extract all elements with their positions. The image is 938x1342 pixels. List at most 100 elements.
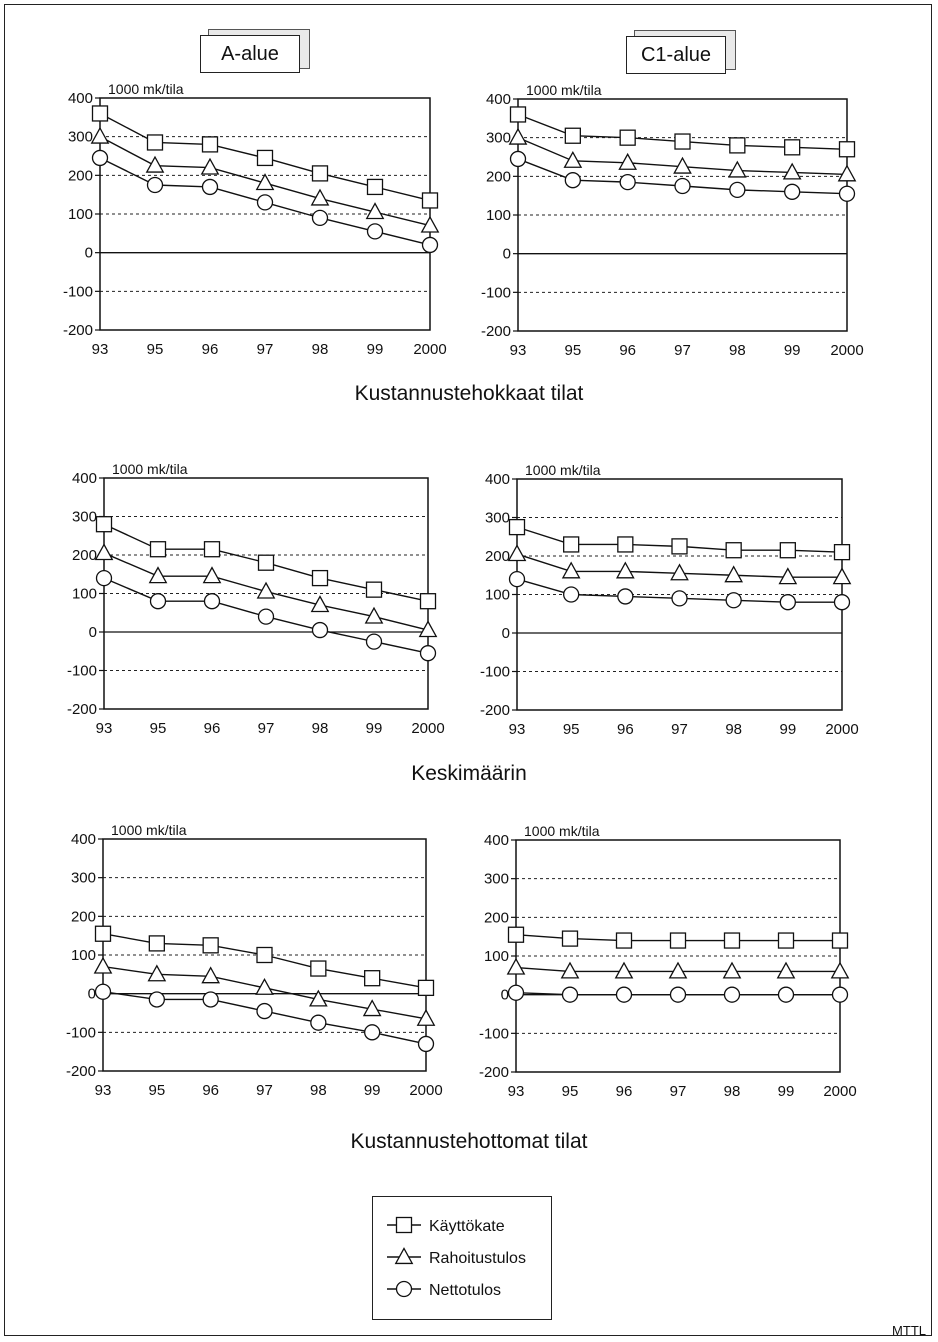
y-tick-label: 0 [88,986,96,1003]
data-point-square [619,129,636,146]
data-point-triangle [416,1008,436,1026]
y-tick-label: 0 [503,246,511,263]
plot-area [515,839,841,1073]
data-point-triangle [93,956,113,974]
data-point-square [310,960,327,977]
data-point-square [833,544,851,561]
data-point-triangle [727,160,747,178]
y-tick-label: 100 [486,207,511,224]
data-point-circle [615,986,633,1003]
data-point-triangle [255,173,275,191]
data-point-triangle [201,966,221,984]
y-axis-label: 1000 mk/tila [112,461,188,477]
data-point-circle [784,183,801,200]
y-tick-label: 200 [485,548,510,565]
data-point-square [674,133,691,150]
y-tick-label: -200 [479,1064,509,1081]
area-label-a: A-alue [200,29,310,75]
data-point-circle [729,181,746,199]
data-point-triangle [782,162,802,180]
y-axis-label: 1000 mk/tila [108,81,184,97]
data-point-triangle [670,563,689,581]
data-point-triangle [200,157,220,175]
data-point-circle [507,984,525,1001]
data-point-square [561,930,579,947]
data-point-circle [364,1024,381,1041]
x-tick-label: 97 [674,342,691,359]
y-tick-label: -200 [481,323,511,340]
data-point-triangle [202,566,222,584]
y-tick-label: 0 [89,624,97,641]
data-point-circle [561,986,579,1003]
y-tick-label: 300 [71,870,96,887]
data-point-triangle [308,989,328,1007]
data-point-square [669,932,687,949]
data-point-triangle [668,961,688,979]
y-tick-label: 100 [484,948,509,965]
data-point-square [671,538,688,555]
data-point-circle [669,986,687,1003]
data-point-triangle [506,957,526,975]
y-axis-label: 1000 mk/tila [526,82,602,98]
data-point-triangle [830,961,850,979]
data-point-triangle [362,999,382,1017]
plot-area [99,97,431,331]
x-tick-label: 2000 [411,720,444,737]
data-point-square [203,541,221,558]
data-point-triangle [507,544,527,562]
y-tick-label: 200 [486,168,511,185]
y-tick-label: 100 [72,586,97,603]
area-label-c1-text: C1-alue [626,36,726,74]
x-tick-label: 96 [617,721,634,738]
x-tick-label: 95 [147,341,164,358]
x-tick-label: 96 [202,1082,219,1099]
data-point-triangle [90,126,110,144]
data-point-circle [148,991,165,1008]
area-label-c1: C1-alue [626,30,736,76]
data-point-circle [256,1002,273,1020]
data-point-circle [509,150,527,168]
y-tick-label: -200 [66,1063,96,1080]
x-tick-label: 95 [150,720,167,737]
x-tick-label: 93 [96,720,113,737]
data-point-circle [94,983,112,1000]
chart-a-efficient: -200 -100 0 100 200 300 400 1000 mk/tila 93 95 96 9… [63,81,447,358]
y-tick-label: -100 [481,284,511,301]
x-tick-label: 95 [148,1082,165,1099]
data-point-square [95,516,113,533]
data-point-circle [417,1035,435,1053]
x-tick-label: 97 [258,720,275,737]
data-point-square [615,932,633,949]
legend-label: Nettotulos [429,1282,501,1299]
chart-a-inefficient: -200 -100 0 100 200 300 400 1000 mk/tila 93 95 96 9… [66,822,443,1099]
y-tick-label: 300 [72,509,97,526]
data-point-circle [779,594,796,611]
data-point-circle [310,1014,327,1031]
x-tick-label: 98 [312,720,329,737]
data-point-circle [91,149,109,167]
data-point-triangle [673,156,692,174]
data-point-triangle [310,188,330,206]
x-tick-label: 93 [95,1082,112,1099]
y-tick-label: 400 [71,831,96,848]
data-point-circle [365,633,383,650]
y-axis-label: 1000 mk/tila [525,462,601,478]
data-point-circle [95,569,113,587]
x-tick-label: 2000 [413,341,446,358]
data-point-triangle [618,152,638,170]
legend-label: Rahoitustulos [429,1250,526,1267]
data-point-circle [146,176,164,194]
data-point-triangle [94,543,114,561]
data-point-square [366,178,384,196]
y-tick-label: 300 [68,129,93,146]
x-tick-label: 99 [778,1083,795,1100]
y-tick-label: 200 [72,547,97,564]
source-label: MTTL [892,1323,926,1338]
data-point-square [94,925,112,942]
data-point-square [831,932,849,949]
data-point-circle [619,173,636,191]
data-point-circle [674,177,691,195]
chart-c1-efficient: -200 -100 0 100 200 300 400 1000 mk/tila 93 95 96 9… [481,82,864,359]
data-point-square [421,192,439,209]
data-point-square [507,926,525,943]
